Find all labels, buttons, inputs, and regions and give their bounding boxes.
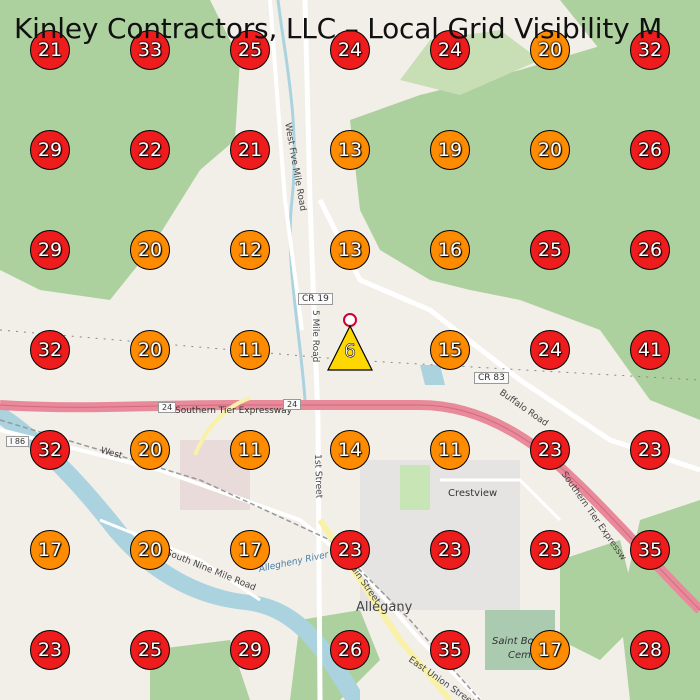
grid-marker[interactable]: 23 [330, 530, 370, 570]
grid-marker[interactable]: 20 [130, 230, 170, 270]
grid-marker[interactable]: 20 [130, 430, 170, 470]
expressway-center [0, 404, 700, 611]
grid-marker[interactable]: 29 [30, 230, 70, 270]
road-label-expressway: Southern Tier Expressway [175, 406, 292, 416]
grid-marker[interactable]: 23 [530, 530, 570, 570]
grid-marker[interactable]: 28 [630, 630, 670, 670]
grid-marker[interactable]: 12 [230, 230, 270, 270]
grid-marker[interactable]: 17 [230, 530, 270, 570]
grid-marker[interactable]: 32 [630, 30, 670, 70]
route-shield-24b: 24 [283, 399, 302, 410]
triangle-warning-icon [327, 324, 373, 371]
place-label-crestview: Crestview [448, 488, 498, 499]
grid-marker[interactable]: 32 [30, 330, 70, 370]
grid-marker[interactable]: 29 [30, 130, 70, 170]
grid-marker[interactable]: 20 [530, 30, 570, 70]
forest-area [0, 0, 240, 300]
stream [276, 0, 307, 401]
grid-marker[interactable]: 25 [530, 230, 570, 270]
road-label-five-mile: 5 Mile Road [310, 310, 320, 363]
grid-marker[interactable]: 22 [130, 130, 170, 170]
forest-area [150, 640, 250, 700]
grid-marker[interactable]: 26 [630, 130, 670, 170]
grid-marker[interactable]: 24 [330, 30, 370, 70]
pond [420, 365, 445, 385]
minor-road [268, 0, 304, 331]
grid-marker[interactable]: 26 [630, 230, 670, 270]
park-area [400, 465, 430, 510]
grid-marker[interactable]: 23 [430, 530, 470, 570]
place-label-allegany: Allegany [356, 600, 413, 615]
grid-marker[interactable]: 35 [630, 530, 670, 570]
grid-marker[interactable]: 32 [30, 430, 70, 470]
grid-marker[interactable]: 23 [630, 430, 670, 470]
power-line [0, 329, 700, 381]
forest-area [560, 540, 640, 660]
grid-marker[interactable]: 13 [330, 230, 370, 270]
minor-road [440, 478, 562, 522]
grid-marker[interactable]: 21 [230, 130, 270, 170]
place-label-saint-bona: Saint Bona [492, 636, 547, 647]
grid-marker[interactable]: 25 [230, 30, 270, 70]
minor-road [302, 0, 323, 700]
grid-marker[interactable]: 19 [430, 130, 470, 170]
grid-marker[interactable]: 14 [330, 430, 370, 470]
grid-marker[interactable]: 35 [430, 630, 470, 670]
road-shield-cr83: CR 83 [474, 372, 509, 384]
expressway-ramp [193, 396, 251, 456]
grid-marker[interactable]: 13 [330, 130, 370, 170]
place-label-cem: Cem [508, 650, 531, 661]
road-label-first-street: 1st Street [312, 454, 324, 499]
site-marker-value: 6 [344, 340, 356, 362]
grid-marker[interactable]: 24 [530, 330, 570, 370]
grid-marker[interactable]: 33 [130, 30, 170, 70]
grid-marker[interactable]: 16 [430, 230, 470, 270]
map-title: Kinley Contractors, LLC – Local Grid Vis… [14, 12, 663, 45]
grid-marker[interactable]: 11 [430, 430, 470, 470]
grid-marker[interactable]: 23 [30, 630, 70, 670]
grid-marker[interactable]: 24 [430, 30, 470, 70]
forest-area [350, 30, 700, 420]
grid-marker[interactable]: 25 [130, 630, 170, 670]
grid-marker[interactable]: 21 [30, 30, 70, 70]
grid-marker[interactable]: 20 [530, 130, 570, 170]
grid-marker[interactable]: 15 [430, 330, 470, 370]
road-shield-cr19: CR 19 [298, 293, 333, 305]
grid-marker[interactable]: 17 [530, 630, 570, 670]
grid-marker[interactable]: 29 [230, 630, 270, 670]
grid-marker[interactable]: 26 [330, 630, 370, 670]
minor-road [99, 518, 261, 602]
grid-marker[interactable]: 17 [30, 530, 70, 570]
grid-marker[interactable]: 23 [530, 430, 570, 470]
route-shield-i86: I 86 [6, 436, 30, 447]
site-marker[interactable]: 6 [326, 312, 374, 374]
grid-marker[interactable]: 20 [130, 330, 170, 370]
grid-marker[interactable]: 11 [230, 430, 270, 470]
route-shield-24: 24 [158, 402, 177, 413]
grid-marker[interactable]: 11 [230, 330, 270, 370]
grid-marker[interactable]: 41 [630, 330, 670, 370]
grid-marker[interactable]: 20 [130, 530, 170, 570]
